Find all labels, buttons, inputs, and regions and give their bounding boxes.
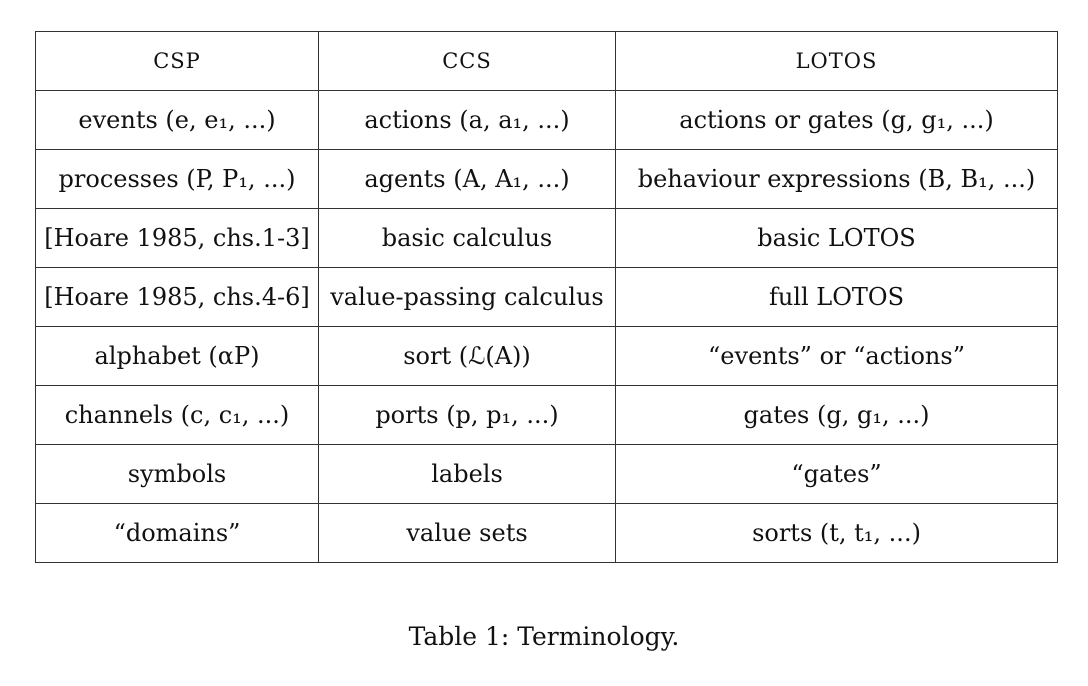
table-row: processes (P, P₁, ...) agents (A, A₁, ..… (35, 149, 1058, 209)
table-cell-lotos: full LOTOS (615, 267, 1058, 327)
table-row: events (e, e₁, ...) actions (a, a₁, ...)… (35, 90, 1058, 150)
table-cell-csp: events (e, e₁, ...) (35, 90, 319, 150)
table-cell-lotos: actions or gates (g, g₁, ...) (615, 90, 1058, 150)
table-row: “domains” value sets sorts (t, t₁, ...) (35, 503, 1058, 563)
table-cell-lotos: gates (g, g₁, ...) (615, 385, 1058, 445)
table-cell-csp: channels (c, c₁, ...) (35, 385, 319, 445)
terminology-table: CSP CCS LOTOS events (e, e₁, ...) action… (35, 31, 1058, 563)
table-cell-ccs: ports (p, p₁, ...) (318, 385, 616, 445)
table-cell-csp: processes (P, P₁, ...) (35, 149, 319, 209)
table-header-row: CSP CCS LOTOS (35, 31, 1058, 91)
table-cell-lotos: basic LOTOS (615, 208, 1058, 268)
table-caption: Table 1: Terminology. (408, 622, 680, 651)
column-header-csp: CSP (35, 31, 319, 91)
table-cell-ccs: agents (A, A₁, ...) (318, 149, 616, 209)
column-header-ccs: CCS (318, 31, 616, 91)
table-cell-ccs: value-passing calculus (318, 267, 616, 327)
table-cell-csp: “domains” (35, 503, 319, 563)
table-cell-ccs: sort (ℒ(A)) (318, 326, 616, 386)
table-cell-csp: [Hoare 1985, chs.4-6] (35, 267, 319, 327)
table-row: [Hoare 1985, chs.4-6] value-passing calc… (35, 267, 1058, 327)
table-cell-ccs: basic calculus (318, 208, 616, 268)
table-row: symbols labels “gates” (35, 444, 1058, 504)
column-header-lotos: LOTOS (615, 31, 1058, 91)
table-cell-csp: symbols (35, 444, 319, 504)
table-row: channels (c, c₁, ...) ports (p, p₁, ...)… (35, 385, 1058, 445)
table-cell-ccs: actions (a, a₁, ...) (318, 90, 616, 150)
table-cell-csp: alphabet (αP) (35, 326, 319, 386)
table-row: alphabet (αP) sort (ℒ(A)) “events” or “a… (35, 326, 1058, 386)
table-cell-lotos: sorts (t, t₁, ...) (615, 503, 1058, 563)
table-cell-lotos: behaviour expressions (B, B₁, ...) (615, 149, 1058, 209)
table-cell-csp: [Hoare 1985, chs.1-3] (35, 208, 319, 268)
table-cell-lotos: “gates” (615, 444, 1058, 504)
table-row: [Hoare 1985, chs.1-3] basic calculus bas… (35, 208, 1058, 268)
table-cell-lotos: “events” or “actions” (615, 326, 1058, 386)
table-cell-ccs: value sets (318, 503, 616, 563)
table-cell-ccs: labels (318, 444, 616, 504)
